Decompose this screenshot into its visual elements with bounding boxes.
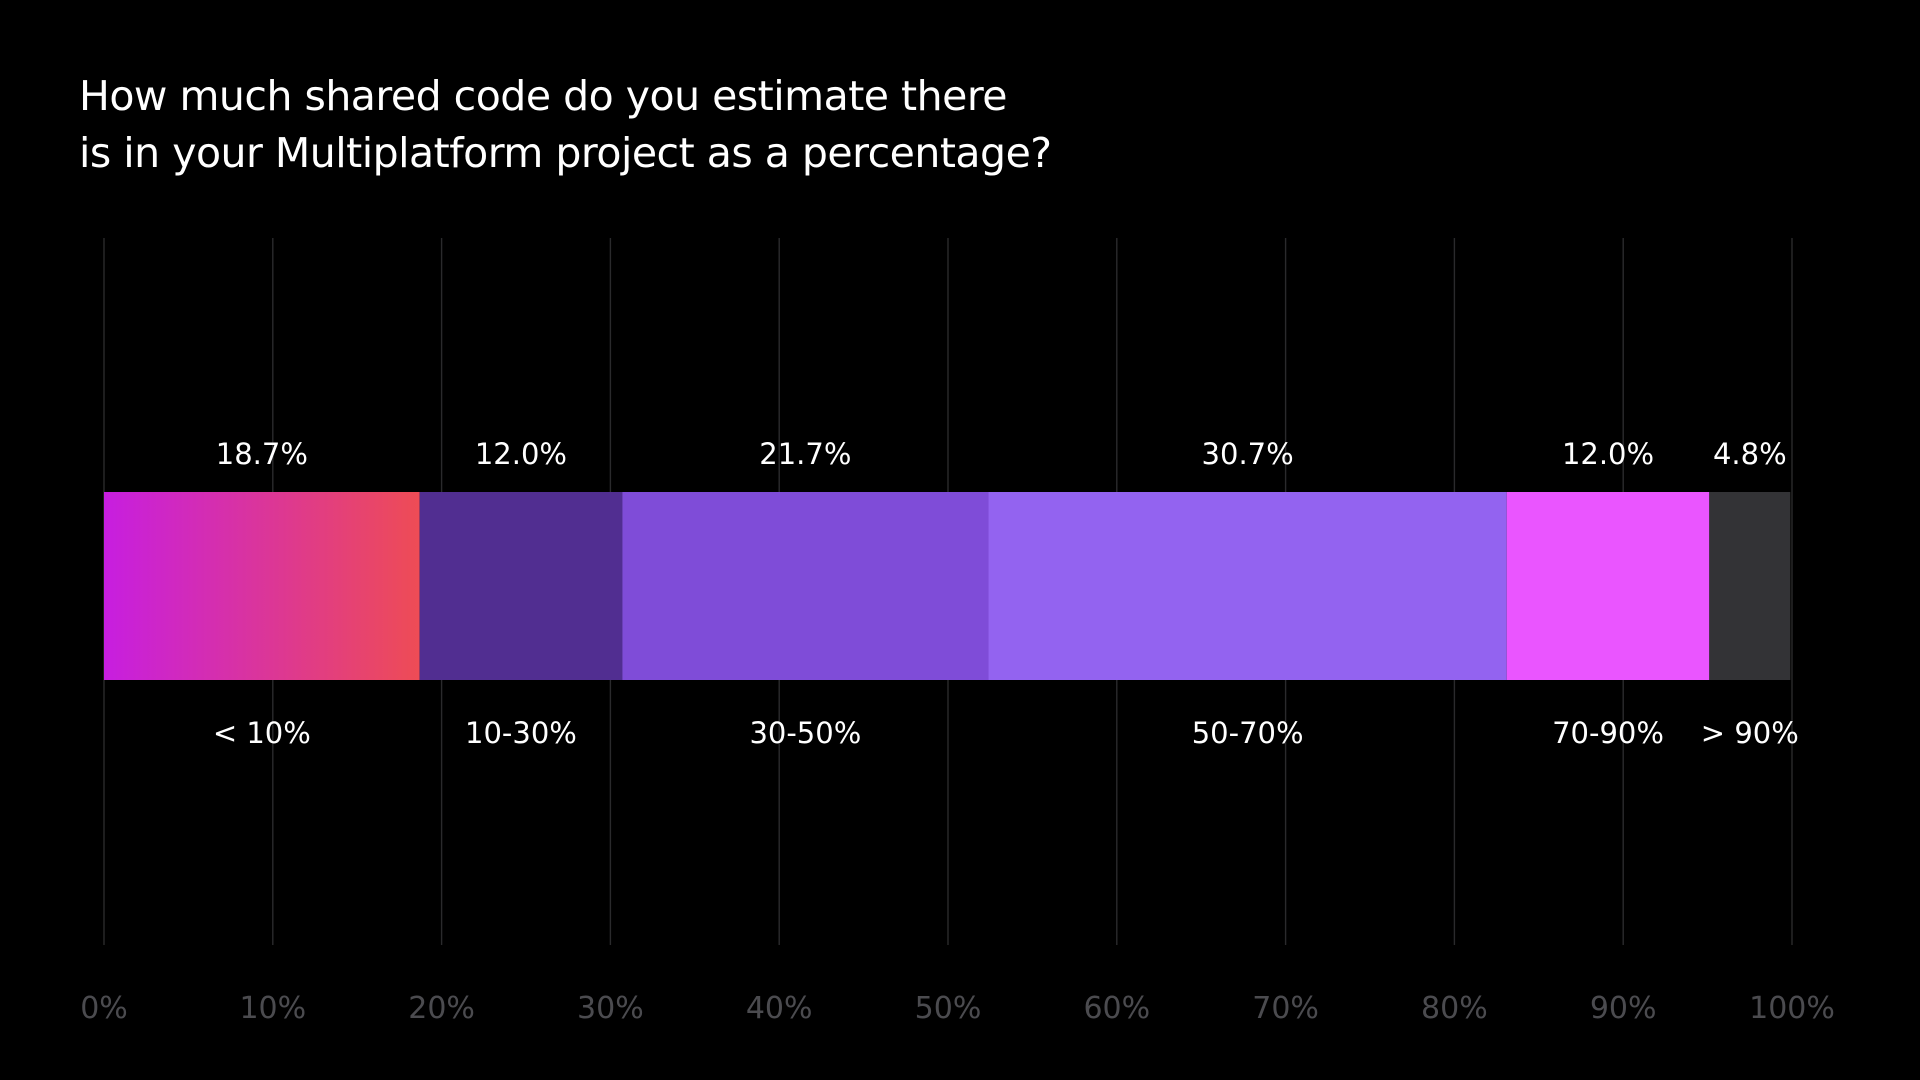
bar-segment-2	[419, 492, 623, 680]
category-label-1: < 10%	[213, 716, 311, 750]
x-tick-label-80: 80%	[1421, 991, 1488, 1026]
value-label-5: 12.0%	[1562, 437, 1654, 471]
bar-segment-6	[1709, 492, 1791, 680]
value-label-6: 4.8%	[1713, 437, 1787, 471]
chart-title: How much shared code do you estimate the…	[79, 68, 1379, 182]
x-tick-label-0: 0%	[80, 991, 128, 1026]
value-label-4: 30.7%	[1202, 437, 1294, 471]
value-label-3: 21.7%	[759, 437, 851, 471]
value-label-1: 18.7%	[216, 437, 308, 471]
x-axis-ticks: 0% 10% 20% 30% 40% 50% 60% 70% 80% 90% 100%	[80, 991, 1835, 1026]
x-tick-label-30: 30%	[577, 991, 644, 1026]
x-tick-label-20: 20%	[408, 991, 475, 1026]
x-tick-label-70: 70%	[1252, 991, 1319, 1026]
x-tick-label-10: 10%	[239, 991, 306, 1026]
chart-title-line-2: is in your Multiplatform project as a pe…	[79, 129, 1052, 177]
x-tick-label-100: 100%	[1749, 991, 1835, 1026]
bar-segments	[104, 492, 1791, 680]
x-tick-label-90: 90%	[1590, 991, 1657, 1026]
category-label-5: 70-90%	[1552, 716, 1664, 750]
x-tick-label-40: 40%	[746, 991, 813, 1026]
category-label-2: 10-30%	[465, 716, 577, 750]
category-labels: < 10% 10-30% 30-50% 50-70% 70-90% > 90%	[213, 716, 1799, 750]
x-tick-label-50: 50%	[915, 991, 982, 1026]
category-label-6: > 90%	[1701, 716, 1799, 750]
bar-segment-1	[104, 492, 420, 680]
category-label-4: 50-70%	[1192, 716, 1304, 750]
value-labels: 18.7% 12.0% 21.7% 30.7% 12.0% 4.8%	[216, 437, 1787, 471]
value-label-2: 12.0%	[475, 437, 567, 471]
bar-segment-5	[1506, 492, 1710, 680]
x-tick-label-60: 60%	[1083, 991, 1150, 1026]
bar-segment-3	[622, 492, 989, 680]
chart-title-line-1: How much shared code do you estimate the…	[79, 72, 1008, 120]
bar-segment-4	[988, 492, 1507, 680]
category-label-3: 30-50%	[749, 716, 861, 750]
